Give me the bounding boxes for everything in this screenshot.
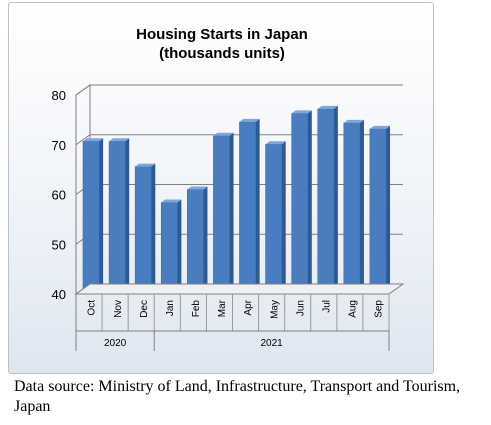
x-tick-label: May bbox=[269, 300, 280, 319]
x-tick-label: Jul bbox=[321, 300, 332, 313]
bar-side bbox=[333, 105, 338, 295]
bar bbox=[213, 132, 234, 295]
bar-side bbox=[255, 118, 260, 295]
bar-front bbox=[239, 121, 256, 295]
x-tick-label: Jun bbox=[295, 300, 306, 316]
bars bbox=[82, 105, 391, 295]
bar bbox=[108, 138, 130, 295]
bar-top bbox=[265, 141, 286, 145]
bar bbox=[369, 125, 391, 295]
bar-top bbox=[369, 125, 391, 129]
bar-front bbox=[291, 113, 309, 295]
bar bbox=[265, 141, 286, 295]
x-axis-labels: Oct Nov Dec Jan Feb Mar Apr May Jun Jul Aug Sep 2020… bbox=[75, 293, 390, 351]
bar-side bbox=[177, 199, 182, 294]
x-tick-label: Nov bbox=[113, 300, 124, 318]
bar-side bbox=[359, 119, 364, 294]
bar bbox=[239, 118, 260, 295]
x-tick-label: Apr bbox=[243, 299, 254, 315]
y-tick-label: 80 bbox=[52, 88, 66, 103]
bar bbox=[343, 119, 364, 295]
bar-front bbox=[160, 202, 178, 295]
x-tick-label: Jan bbox=[165, 300, 176, 316]
gridline bbox=[75, 84, 403, 96]
y-tick-label: 50 bbox=[52, 237, 66, 252]
bar-front bbox=[187, 189, 204, 295]
x-tick-label: Aug bbox=[348, 300, 359, 318]
x-tick-label: Dec bbox=[139, 300, 150, 318]
x-group-label: 2021 bbox=[261, 338, 284, 349]
bar bbox=[82, 138, 104, 295]
bar-top bbox=[317, 105, 338, 109]
bar-front bbox=[213, 135, 230, 295]
bar-side bbox=[229, 132, 234, 294]
bar-top bbox=[109, 138, 130, 142]
bar-front bbox=[82, 141, 100, 295]
x-tick-label: Oct bbox=[87, 300, 98, 316]
bar-side bbox=[151, 163, 156, 294]
bar-front bbox=[343, 122, 361, 295]
bar-top bbox=[82, 138, 104, 142]
bar bbox=[187, 186, 208, 295]
bar bbox=[160, 199, 182, 295]
bar-side bbox=[307, 110, 312, 294]
bar-top bbox=[187, 186, 208, 190]
y-tick-label: 60 bbox=[52, 188, 66, 203]
chart-subtitle: (thousands units) bbox=[159, 45, 285, 62]
y-tick-label: 70 bbox=[52, 138, 66, 153]
bar-side bbox=[99, 138, 104, 294]
bar-front bbox=[369, 128, 387, 295]
bar-top bbox=[343, 119, 364, 123]
x-tick-label: Sep bbox=[374, 300, 385, 318]
bar bbox=[134, 163, 156, 295]
bar-front bbox=[265, 144, 282, 295]
bar-side bbox=[125, 138, 130, 294]
bar bbox=[291, 110, 312, 295]
chart-title: Housing Starts in Japan bbox=[136, 26, 308, 43]
bar-side bbox=[203, 186, 208, 294]
bar-top bbox=[161, 199, 182, 203]
plot-floor-surface bbox=[74, 283, 405, 295]
bar bbox=[317, 105, 338, 295]
bar-top bbox=[213, 132, 234, 136]
y-tick-label: 40 bbox=[52, 287, 66, 302]
source-note: Data source: Ministry of Land, Infrastru… bbox=[14, 378, 461, 415]
bar-side bbox=[281, 141, 286, 294]
bar-front bbox=[134, 166, 152, 295]
bar-chart: Housing Starts in Japan (thousands units… bbox=[52, 26, 405, 351]
x-group-label: 2020 bbox=[104, 338, 127, 349]
bar-top bbox=[291, 110, 312, 114]
x-tick-label: Mar bbox=[217, 299, 228, 317]
chart-frame: Housing Starts in Japan (thousands units… bbox=[8, 2, 434, 374]
x-tick-label: Feb bbox=[191, 300, 202, 318]
bar-front bbox=[317, 108, 335, 295]
bar-front bbox=[108, 141, 126, 295]
plot-floor bbox=[74, 283, 405, 295]
bar-top bbox=[135, 163, 156, 167]
y-axis-ticks: 40 50 60 70 80 bbox=[52, 88, 66, 302]
bar-top bbox=[239, 118, 260, 122]
bar-side bbox=[386, 125, 391, 294]
